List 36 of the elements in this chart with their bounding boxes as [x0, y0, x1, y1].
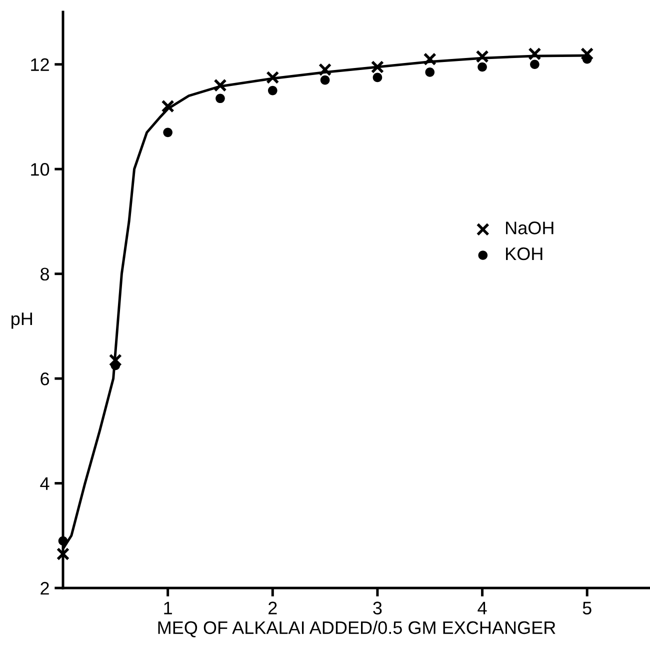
- point: [110, 360, 120, 370]
- legend-label: NaOH: [506, 222, 554, 234]
- point: [108, 354, 122, 367]
- point: [528, 47, 542, 60]
- point: [476, 50, 489, 64]
- point: [318, 63, 332, 76]
- point: [214, 78, 227, 92]
- legend-label: KOH: [506, 247, 542, 260]
- point: [580, 47, 594, 60]
- point: [56, 547, 70, 561]
- y-tick-label: 8: [40, 268, 50, 281]
- point: [266, 70, 280, 84]
- point: [423, 52, 436, 66]
- y-tick-label: 4: [40, 477, 50, 490]
- point: [530, 60, 540, 70]
- x-tick-label: 3: [373, 602, 382, 614]
- point: [58, 536, 68, 546]
- point: [372, 72, 382, 82]
- point: [163, 128, 172, 138]
- point: [320, 75, 330, 85]
- point: [478, 62, 487, 72]
- point: [370, 60, 384, 74]
- x-tick-label: 5: [582, 602, 592, 614]
- x-axis-title: MEQ OF ALKALAI ADDED/0.5 GM EXCHANGER: [158, 620, 556, 638]
- point: [216, 94, 225, 104]
- y-tick-label: 2: [40, 582, 49, 595]
- x-tick-label: 2: [268, 602, 277, 614]
- y-tick-label: 6: [40, 372, 50, 386]
- point: [268, 86, 278, 96]
- point: [161, 100, 174, 113]
- point: [425, 68, 435, 77]
- y-tick-label: 12: [31, 58, 49, 71]
- x-tick-label: 1: [164, 602, 172, 614]
- x-tick-label: 4: [478, 602, 487, 614]
- y-tick-label: 10: [31, 163, 50, 176]
- y-axis-title: pH: [12, 312, 32, 329]
